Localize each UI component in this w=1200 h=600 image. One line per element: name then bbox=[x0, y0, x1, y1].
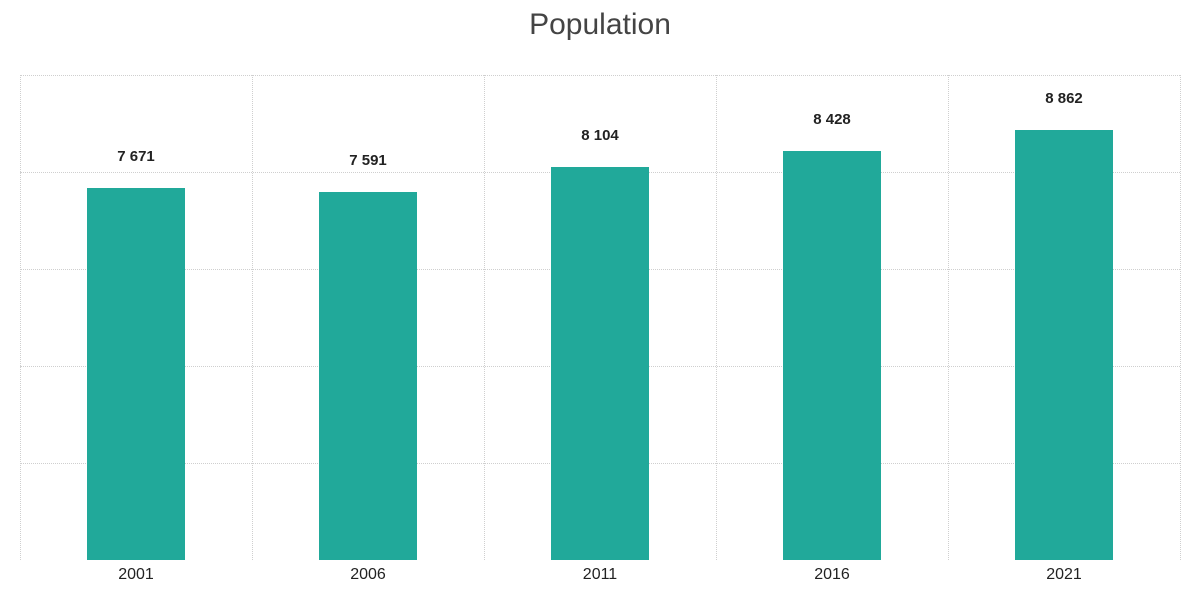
x-tick-label: 2021 bbox=[1046, 566, 1082, 584]
bar bbox=[1015, 130, 1112, 560]
bar bbox=[319, 192, 416, 560]
gridline-v bbox=[484, 75, 485, 560]
bar-value-label: 7 591 bbox=[349, 152, 387, 169]
chart-container: Population 7 671 7 591 8 104 8 428 8 862 200… bbox=[0, 0, 1200, 600]
bar bbox=[551, 167, 648, 560]
x-tick-label: 2016 bbox=[814, 566, 850, 584]
bar bbox=[87, 188, 184, 560]
gridline-v bbox=[716, 75, 717, 560]
bar-value-label: 8 104 bbox=[581, 127, 619, 144]
x-tick-label: 2011 bbox=[583, 566, 617, 584]
plot-area: 7 671 7 591 8 104 8 428 8 862 bbox=[20, 75, 1180, 560]
x-tick-label: 2006 bbox=[350, 566, 386, 584]
chart-title: Population bbox=[0, 0, 1200, 42]
gridline-v bbox=[252, 75, 253, 560]
bar-value-label: 8 428 bbox=[813, 111, 851, 128]
x-tick-label: 2001 bbox=[118, 566, 154, 584]
gridline-v bbox=[1180, 75, 1181, 560]
gridline-v bbox=[948, 75, 949, 560]
bar bbox=[783, 151, 880, 560]
gridline-h bbox=[20, 75, 1180, 76]
gridline-v bbox=[20, 75, 21, 560]
bar-value-label: 8 862 bbox=[1045, 90, 1083, 107]
x-axis: 2001 2006 2011 2016 2021 bbox=[20, 560, 1180, 600]
bar-value-label: 7 671 bbox=[117, 148, 155, 165]
